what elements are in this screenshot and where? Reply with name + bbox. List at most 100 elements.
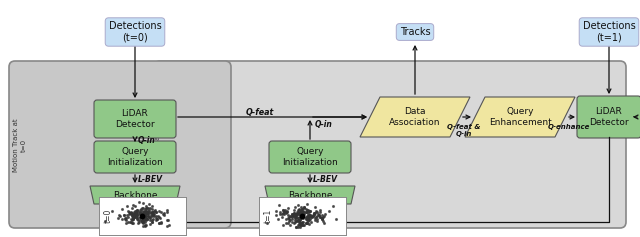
- Point: [312, 219, 323, 222]
- Text: Data
Association: Data Association: [389, 107, 441, 127]
- Point: [129, 210, 140, 213]
- Point: [308, 214, 318, 218]
- Point: [294, 219, 304, 222]
- Point: [127, 215, 138, 219]
- Text: Backbone: Backbone: [288, 191, 332, 200]
- Point: [292, 213, 302, 216]
- Point: [291, 212, 301, 216]
- Point: [128, 216, 138, 220]
- Point: [162, 209, 172, 212]
- Point: [284, 219, 294, 223]
- Point: [141, 214, 151, 218]
- Point: [132, 213, 142, 216]
- Point: [123, 220, 133, 224]
- Point: [305, 213, 315, 216]
- Point: [312, 210, 322, 213]
- Point: [138, 219, 148, 223]
- Point: [138, 209, 148, 213]
- Point: [129, 213, 140, 216]
- Point: [122, 213, 132, 217]
- Point: [125, 217, 136, 220]
- Point: [131, 213, 141, 217]
- Point: [296, 215, 307, 219]
- Point: [296, 215, 306, 219]
- Point: [148, 212, 159, 215]
- Point: [134, 210, 145, 214]
- Point: [300, 205, 310, 209]
- Point: [295, 215, 305, 219]
- Point: [302, 221, 312, 225]
- Text: Detections
(t=1): Detections (t=1): [582, 21, 636, 43]
- Point: [297, 207, 307, 210]
- Point: [147, 213, 157, 217]
- Point: [296, 213, 307, 217]
- Point: [136, 207, 146, 211]
- Point: [271, 209, 281, 213]
- Point: [303, 217, 313, 220]
- Point: [154, 221, 164, 225]
- Point: [293, 223, 303, 227]
- Point: [319, 214, 329, 218]
- Point: [290, 218, 300, 222]
- Point: [298, 223, 308, 227]
- Point: [295, 210, 305, 214]
- Point: [291, 210, 301, 214]
- Point: [304, 218, 314, 221]
- Point: [126, 210, 136, 214]
- Point: [302, 208, 312, 212]
- Point: [308, 214, 318, 218]
- Point: [123, 209, 133, 213]
- Point: [280, 221, 291, 224]
- Point: [302, 219, 312, 222]
- Point: [141, 223, 152, 227]
- Point: [134, 218, 145, 221]
- Text: Backbone: Backbone: [113, 191, 157, 200]
- Point: [284, 217, 294, 221]
- Point: [303, 214, 313, 218]
- Point: [287, 215, 297, 219]
- Point: [163, 218, 173, 222]
- Point: [132, 210, 142, 213]
- Point: [145, 206, 155, 210]
- Point: [285, 218, 295, 222]
- Point: [298, 211, 308, 215]
- Point: [294, 208, 305, 212]
- Point: [297, 220, 307, 224]
- Point: [156, 221, 166, 225]
- Point: [294, 212, 304, 216]
- Point: [147, 220, 157, 224]
- Point: [137, 218, 147, 222]
- Point: [304, 222, 314, 226]
- Point: [128, 203, 138, 207]
- Point: [300, 216, 310, 220]
- Point: [124, 215, 134, 219]
- Point: [301, 208, 311, 211]
- Point: [282, 210, 292, 214]
- Point: [138, 217, 148, 221]
- Point: [143, 214, 153, 218]
- Point: [117, 217, 127, 220]
- Point: [127, 222, 138, 225]
- Point: [292, 215, 302, 219]
- Point: [125, 211, 135, 215]
- Point: [273, 203, 284, 207]
- Point: [293, 218, 303, 222]
- Point: [100, 219, 110, 223]
- Point: [280, 211, 291, 215]
- Point: [143, 194, 154, 198]
- Point: [137, 215, 147, 219]
- Point: [141, 217, 152, 221]
- Point: [312, 214, 323, 218]
- Point: [290, 216, 300, 219]
- Point: [138, 216, 148, 220]
- Point: [138, 211, 148, 214]
- Point: [303, 208, 313, 212]
- Point: [115, 214, 125, 218]
- Point: [283, 216, 293, 220]
- Point: [125, 211, 135, 215]
- Point: [148, 210, 159, 214]
- Point: [164, 223, 175, 227]
- Point: [150, 208, 160, 212]
- Point: [136, 212, 147, 215]
- Polygon shape: [90, 186, 180, 204]
